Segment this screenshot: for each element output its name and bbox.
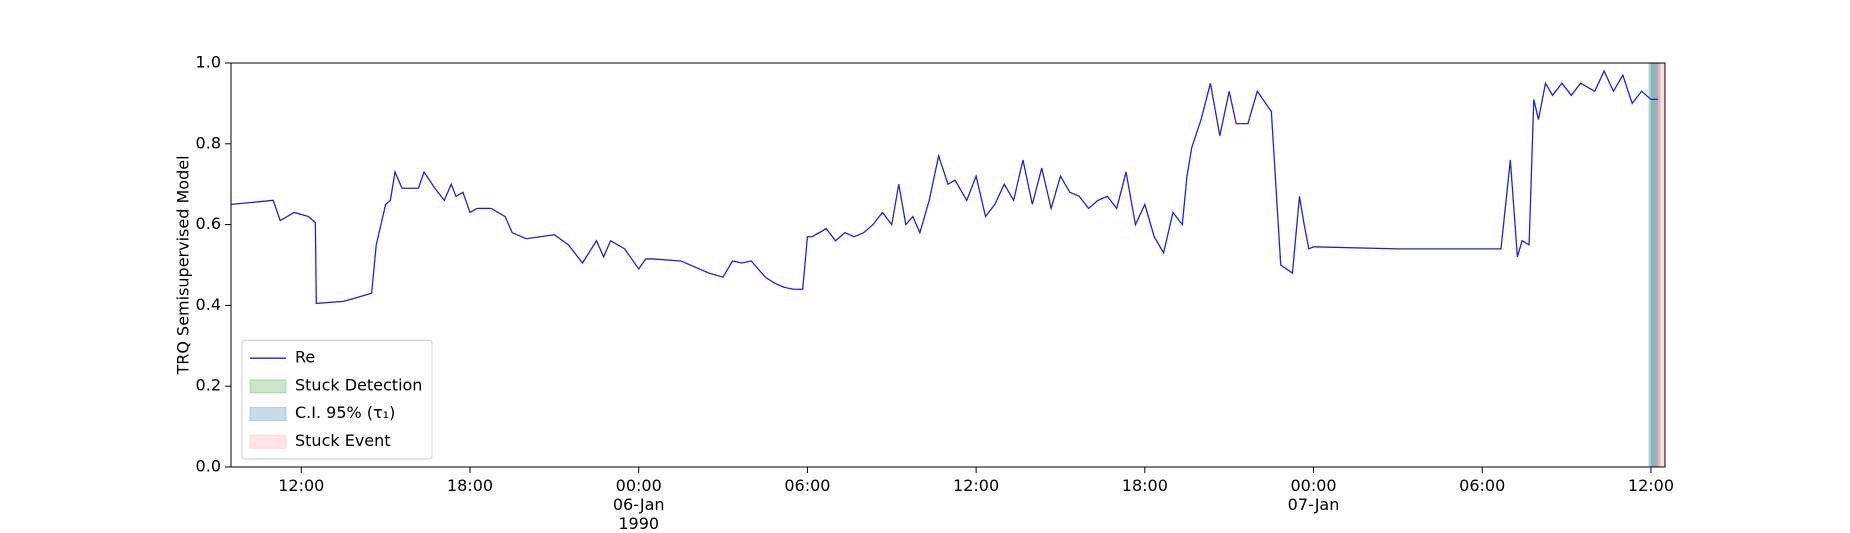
line xyxy=(230,69,1658,305)
legend-patch xyxy=(249,407,287,422)
legend-patch xyxy=(249,379,287,394)
y-tick-label: 0.2 xyxy=(196,376,221,395)
x-tick-label: 12:00 xyxy=(953,476,1000,495)
y-axis-label: TRQ Semisupervised Model xyxy=(174,155,193,375)
span xyxy=(1654,63,1665,467)
legend: Re Stuck Detection C.I. 95% (τ₁) Stuck Even… xyxy=(241,339,433,460)
y-tick-label: 1.0 xyxy=(196,53,221,72)
legend-label: Stuck Event xyxy=(295,431,391,450)
x-tick-label: 12:00 xyxy=(1627,476,1674,495)
legend-box xyxy=(241,339,433,460)
x-tick-label: 00:00 06-Jan 1990 xyxy=(612,476,665,533)
span xyxy=(1648,63,1661,467)
x-tick-label: 18:00 xyxy=(1121,476,1168,495)
span xyxy=(1650,63,1658,467)
x-tick-label: 00:00 07-Jan xyxy=(1287,476,1340,514)
legend-label: Re xyxy=(295,348,315,367)
y-tick-label: 0.0 xyxy=(196,457,221,476)
y-tick-label: 0.8 xyxy=(196,133,221,152)
axes-frame xyxy=(230,62,1666,468)
legend-label: C.I. 95% (τ₁) xyxy=(295,403,395,422)
x-tick-label: 12:00 xyxy=(278,476,325,495)
legend-label: Stuck Detection xyxy=(295,375,422,394)
x-tick-label: 06:00 xyxy=(1459,476,1506,495)
x-tick-label: 06:00 xyxy=(784,476,831,495)
y-tick-label: 0.4 xyxy=(196,295,221,314)
x-tick-label: 18:00 xyxy=(446,476,494,495)
y-tick-label: 0.6 xyxy=(196,214,221,233)
legend-patch xyxy=(249,434,287,449)
